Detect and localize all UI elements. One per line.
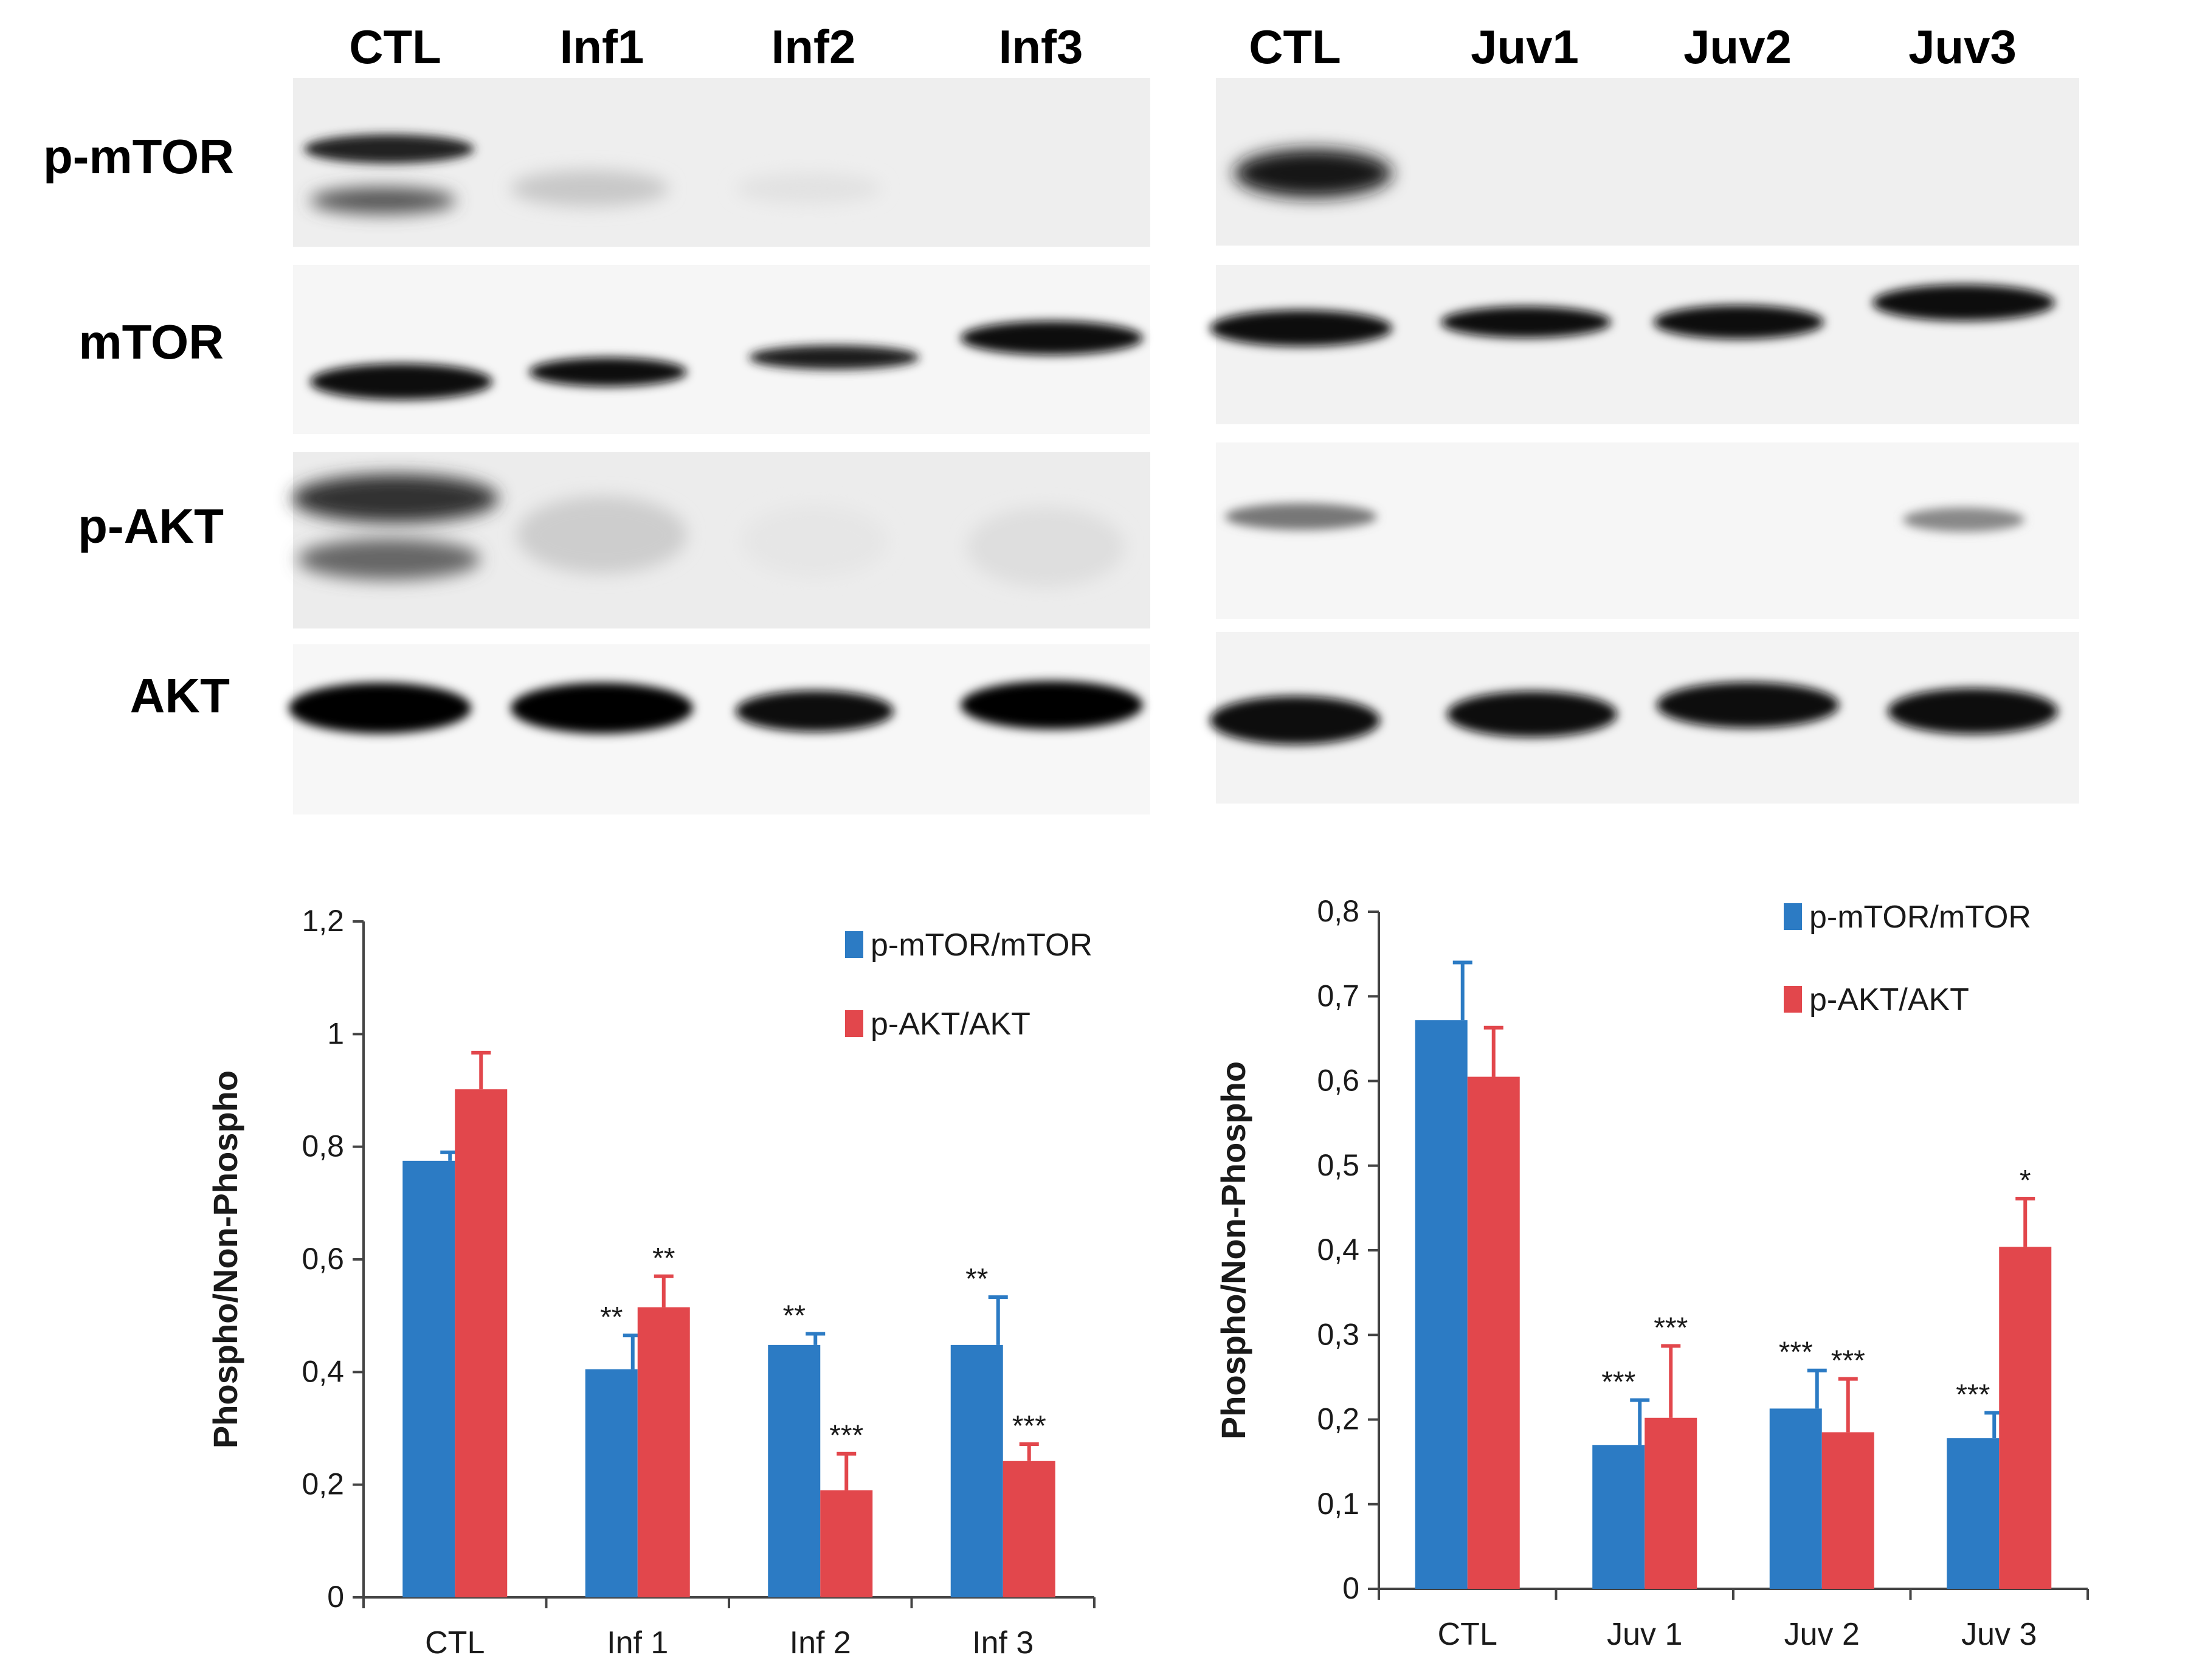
legend-label: p-AKT/AKT (1809, 982, 1969, 1017)
bar-chart-juvenile: 0 0,1 0,2 0,3 0,4 0,5 0,6 0,7 0,8 CTL Juv 1 Juv 2 Ju… (1214, 894, 2089, 1652)
bar-p-mtor-mtor (950, 1344, 1003, 1597)
bar-p-mtor-mtor (402, 1160, 455, 1597)
x-tick-label: Juv 1 (1607, 1617, 1682, 1652)
y-tick-label: 0 (1342, 1571, 1359, 1605)
bar-p-akt-akt (1645, 1417, 1697, 1589)
blot-right-lane-ctl: CTL (1249, 20, 1341, 74)
bar-p-mtor-mtor (1947, 1438, 2000, 1589)
blot-left-lane-inf1: Inf1 (560, 20, 644, 74)
blot-right-p-akt-strip (1216, 442, 2079, 619)
x-tick-label: Inf 3 (972, 1625, 1034, 1661)
y-tick-label: 0,2 (302, 1467, 344, 1501)
significance-mark: *** (1956, 1379, 1990, 1411)
blot-row-label-p-mtor: p-mTOR (43, 129, 234, 184)
y-axis-label: Phospho/Non-Phospho (206, 1070, 244, 1448)
x-tick-label: CTL (1438, 1617, 1497, 1652)
bar-p-akt-akt (455, 1089, 508, 1597)
blot-left-p-mtor-strip (293, 78, 1150, 247)
legend-label: p-mTOR/mTOR (871, 928, 1092, 963)
x-tick-label: Inf 2 (790, 1625, 851, 1661)
blot-right-p-mtor-strip (1216, 78, 2079, 246)
significance-mark: *** (1831, 1345, 1865, 1377)
legend-swatch (845, 1010, 863, 1037)
y-tick-label: 1 (327, 1016, 344, 1050)
bar-p-mtor-mtor (585, 1369, 638, 1597)
significance-mark: *** (1654, 1312, 1688, 1344)
blot-left-akt-strip (289, 644, 1150, 814)
x-tick-label: Juv 3 (1961, 1617, 2037, 1652)
bar-p-akt-akt (637, 1307, 690, 1597)
significance-mark: *** (1012, 1410, 1046, 1442)
y-tick-label: 0,6 (1317, 1064, 1359, 1098)
legend-swatch (1784, 986, 1802, 1013)
blot-left-p-akt-strip (292, 452, 1150, 628)
legend-label: p-mTOR/mTOR (1809, 900, 2031, 935)
y-tick-label: 1,2 (302, 904, 344, 938)
y-tick-label: 0,1 (1317, 1487, 1359, 1521)
significance-mark: ** (652, 1242, 675, 1275)
bar-p-akt-akt (820, 1490, 873, 1597)
bar-p-akt-akt (1821, 1432, 1874, 1589)
bar-p-akt-akt (1003, 1461, 1055, 1597)
y-tick-label: 0,6 (302, 1242, 344, 1276)
x-tick-label: Juv 2 (1784, 1617, 1860, 1652)
blot-row-label-akt: AKT (130, 669, 230, 723)
y-tick-label: 0,7 (1317, 979, 1359, 1013)
legend-swatch (845, 931, 863, 958)
significance-mark: ** (600, 1301, 623, 1334)
x-tick-label: Inf 1 (607, 1625, 668, 1661)
significance-mark: ** (783, 1300, 806, 1332)
blot-right: CTL Juv1 Juv2 Juv3 (1210, 20, 2079, 804)
significance-mark: ** (965, 1263, 988, 1295)
bar-p-mtor-mtor (1592, 1445, 1645, 1589)
legend-swatch (1784, 903, 1802, 930)
significance-mark: *** (1779, 1337, 1813, 1369)
y-tick-label: 0,4 (1317, 1233, 1359, 1267)
bar-p-mtor-mtor (1769, 1408, 1822, 1589)
bar-chart-infant: 0 0,2 0,4 0,6 0,8 1 1,2 CTL Inf 1 Inf 2 Inf 3 Phosp… (206, 904, 1096, 1661)
blot-row-label-mtor: mTOR (78, 315, 224, 369)
blot-left-lane-inf3: Inf3 (999, 20, 1083, 74)
y-tick-label: 0,2 (1317, 1402, 1359, 1436)
blot-left-lane-inf2: Inf2 (771, 20, 856, 74)
y-axis-label: Phospho/Non-Phospho (1214, 1061, 1252, 1439)
y-tick-label: 0,5 (1317, 1148, 1359, 1182)
legend-label: p-AKT/AKT (871, 1007, 1030, 1042)
significance-mark: *** (1601, 1366, 1635, 1398)
significance-mark: *** (829, 1420, 863, 1452)
blot-left: CTL Inf1 Inf2 Inf3 p-mTOR mTOR p-AKT AKT (43, 20, 1150, 814)
blot-right-akt-strip (1210, 632, 2079, 804)
bar-p-akt-akt (1467, 1076, 1520, 1589)
blot-row-label-p-akt: p-AKT (78, 499, 224, 553)
y-tick-label: 0,8 (302, 1129, 344, 1163)
bar-p-mtor-mtor (768, 1344, 821, 1597)
blot-right-lane-juv1: Juv1 (1471, 20, 1579, 74)
x-tick-label: CTL (425, 1625, 485, 1661)
bar-p-akt-akt (1999, 1247, 2052, 1589)
blot-left-mtor-strip (293, 265, 1150, 434)
significance-mark: * (2020, 1165, 2031, 1197)
blot-left-lane-ctl: CTL (349, 20, 441, 74)
y-tick-label: 0,3 (1317, 1317, 1359, 1351)
y-tick-label: 0,8 (1317, 894, 1359, 928)
blot-right-mtor-strip (1210, 265, 2079, 424)
blot-right-lane-juv3: Juv3 (1908, 20, 2017, 74)
y-tick-label: 0,4 (302, 1354, 344, 1388)
y-tick-label: 0 (327, 1580, 344, 1614)
blot-right-lane-juv2: Juv2 (1683, 20, 1792, 74)
bar-p-mtor-mtor (1415, 1020, 1468, 1589)
